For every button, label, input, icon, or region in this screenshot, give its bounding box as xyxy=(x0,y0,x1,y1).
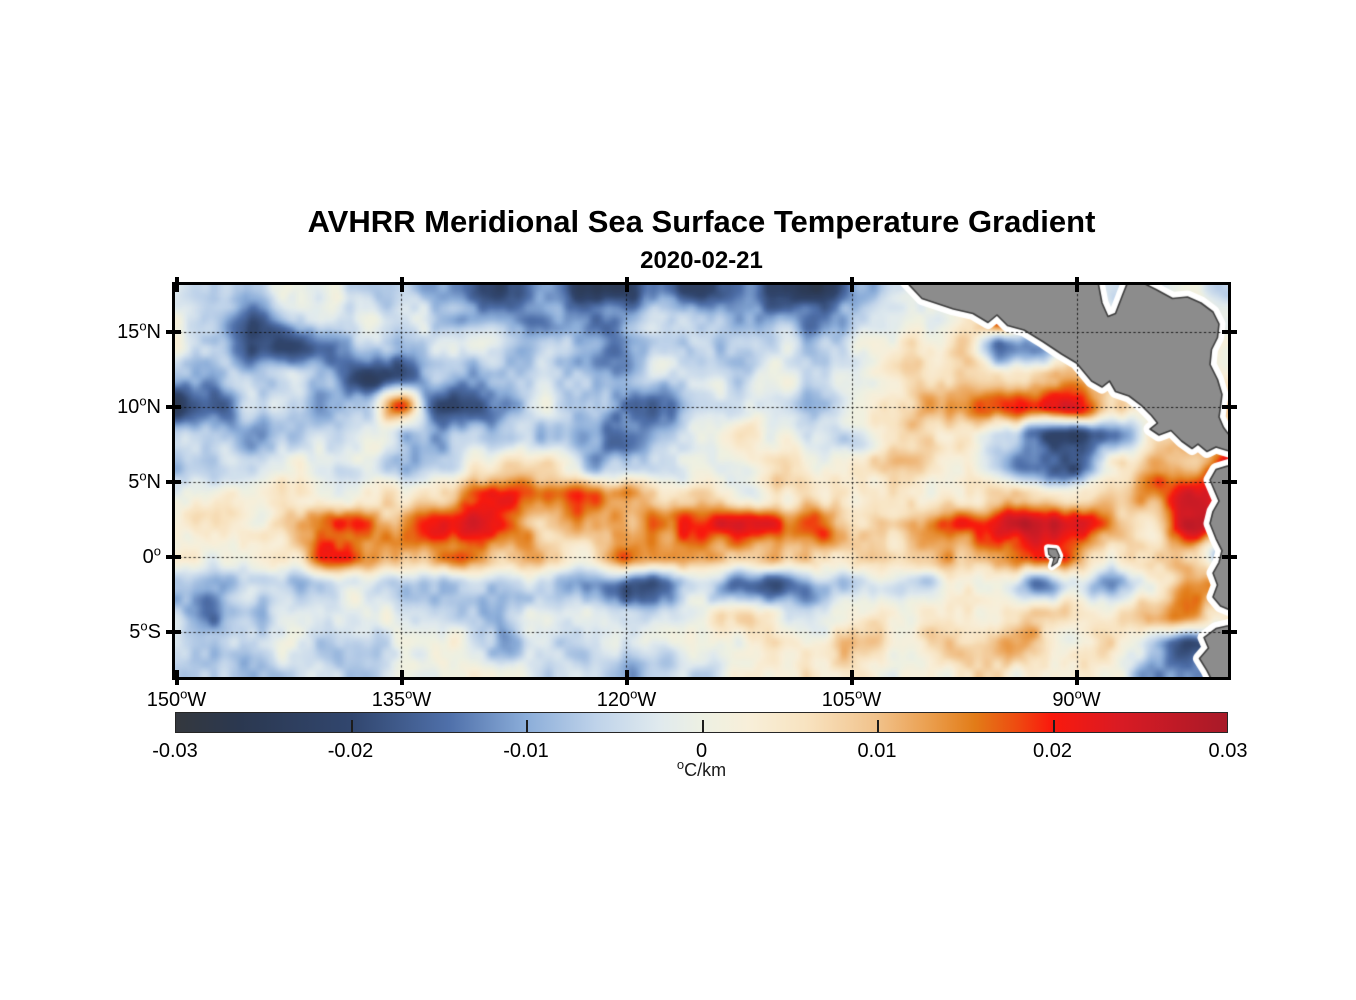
longitude-tick-top xyxy=(399,277,404,292)
longitude-tick-bottom xyxy=(174,670,179,685)
y-axis-tick-label: 5oN xyxy=(128,467,161,493)
x-axis-tick-label: 90oW xyxy=(1052,686,1101,711)
colorbar-tick xyxy=(701,720,704,732)
colorbar-tick-label: 0.01 xyxy=(857,740,897,762)
latitude-tick-right xyxy=(1222,554,1237,559)
colorbar-unit-label: oC/km xyxy=(175,757,1228,781)
latitude-tick-left xyxy=(166,554,181,559)
y-axis-tick-label: 5oS xyxy=(129,617,161,643)
longitude-tick-top xyxy=(849,277,854,292)
x-axis-tick-label: 120oW xyxy=(596,686,657,711)
latitude-tick-right xyxy=(1222,629,1237,634)
longitude-tick-top xyxy=(1074,277,1079,292)
sst-gradient-heatmap-canvas xyxy=(175,285,1228,677)
colorbar-tick-label: -0.03 xyxy=(152,740,198,762)
latitude-tick-left xyxy=(166,629,181,634)
latitude-tick-right xyxy=(1222,479,1237,484)
x-axis-tick-label: 105oW xyxy=(821,686,882,711)
colorbar xyxy=(175,712,1228,733)
latitude-tick-left xyxy=(166,479,181,484)
degree-symbol: o xyxy=(855,686,863,702)
degree-symbol: o xyxy=(139,317,147,333)
figure-date-subtitle: 2020-02-21 xyxy=(640,247,763,274)
colorbar-tick-label: 0.02 xyxy=(1033,740,1072,762)
degree-symbol: o xyxy=(1074,686,1082,702)
degree-symbol: o xyxy=(140,617,148,633)
latitude-tick-right xyxy=(1222,329,1237,334)
degree-symbol: o xyxy=(139,467,147,483)
degree-symbol: o xyxy=(153,542,161,558)
x-axis-tick-label: 150oW xyxy=(146,686,207,711)
colorbar-tick xyxy=(877,720,879,732)
figure-title: AVHRR Meridional Sea Surface Temperature… xyxy=(307,204,1096,239)
colorbar-tick-label: -0.02 xyxy=(327,740,374,762)
latitude-tick-right xyxy=(1222,404,1237,409)
longitude-tick-bottom xyxy=(849,670,854,685)
longitude-tick-bottom xyxy=(399,670,404,685)
colorbar-tick-label: 0.03 xyxy=(1208,740,1248,762)
map-plot-area: 15oN 10oN 5oN 0o 5oS 150oW 135oW 120oW 105oW 90oW xyxy=(117,277,1237,711)
colorbar-tick xyxy=(526,720,528,732)
longitude-tick-bottom xyxy=(1074,670,1079,685)
colorbar-tick xyxy=(350,720,353,732)
y-axis-tick-label: 10oN xyxy=(117,392,161,418)
degree-symbol: o xyxy=(405,686,413,702)
latitude-tick-left xyxy=(166,329,181,334)
colorbar-tick xyxy=(1052,720,1055,732)
latitude-tick-left xyxy=(166,404,181,409)
y-axis-tick-label: 15oN xyxy=(117,317,161,343)
x-axis-tick-label: 135oW xyxy=(371,686,432,711)
degree-symbol: o xyxy=(180,686,188,702)
longitude-tick-bottom xyxy=(624,670,629,685)
unit-text: C/km xyxy=(684,760,727,780)
colorbar-tick-label: 0 xyxy=(695,740,708,762)
longitude-tick-top xyxy=(174,277,179,292)
degree-symbol: o xyxy=(676,757,685,772)
degree-symbol: o xyxy=(139,392,147,408)
y-axis-tick-label: 0o xyxy=(142,542,161,568)
degree-symbol: o xyxy=(630,686,638,702)
colorbar-tick-label: -0.01 xyxy=(503,740,549,762)
longitude-tick-top xyxy=(624,277,629,292)
